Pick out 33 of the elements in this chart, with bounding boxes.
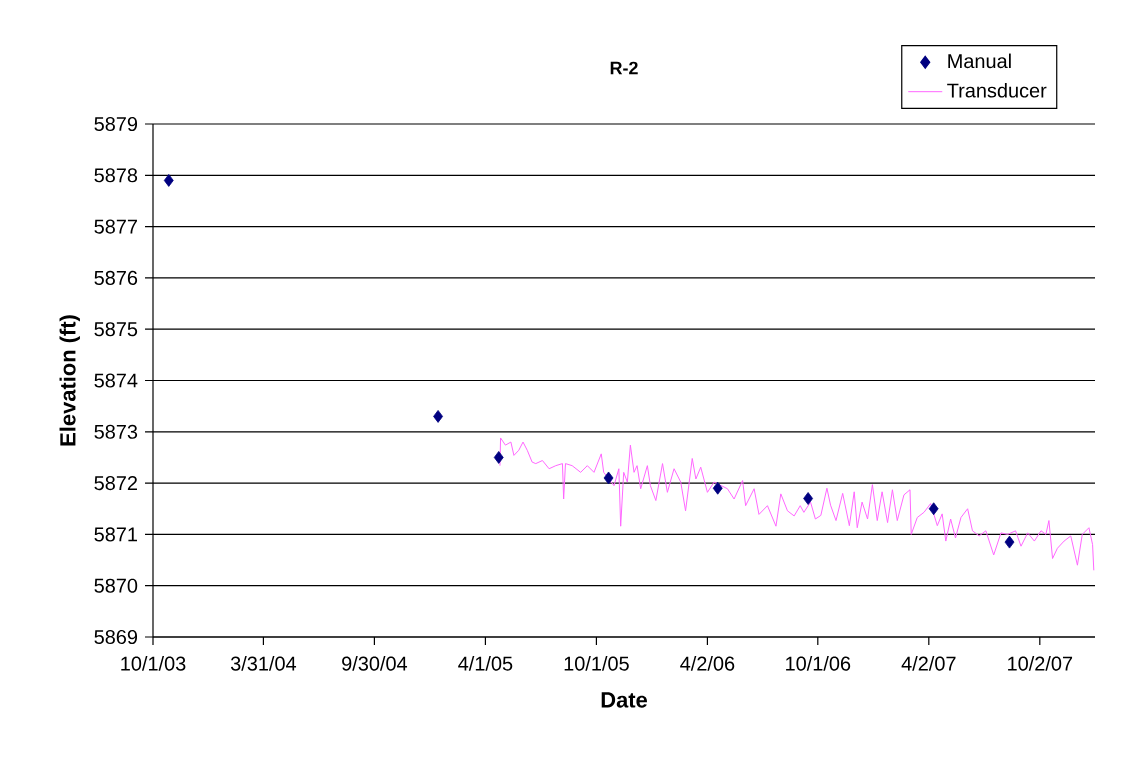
y-tick-label: 5875 (94, 322, 138, 337)
x-tick-label: 4/2/07 (901, 656, 956, 671)
point (603, 471, 614, 485)
x-tick-label: 3/31/04 (230, 656, 297, 671)
point (433, 410, 443, 423)
point (928, 502, 939, 516)
legend-label: Manual (948, 53, 1011, 69)
point (803, 492, 813, 505)
point (493, 451, 504, 464)
y-tick-label: 5873 (94, 424, 138, 439)
y-tick-label: 5878 (94, 168, 138, 183)
y-tick-label: 5871 (94, 527, 138, 542)
y-tick-label: 5869 (94, 629, 138, 645)
y-tick-label: 5872 (94, 476, 137, 491)
y-tick-label: 5870 (94, 578, 138, 593)
x-tick-label: 4/2/06 (680, 656, 735, 671)
x-tick-label: 10/1/05 (564, 656, 629, 671)
y-tick-label: 5874 (94, 373, 138, 388)
x-tick-label: 10/2/07 (1008, 656, 1073, 671)
y-tick-label: 5876 (94, 270, 138, 285)
point (1004, 535, 1015, 549)
x-tick-label: 9/30/04 (342, 656, 408, 671)
x-tick-label: 4/1/05 (458, 656, 513, 671)
y-tick-label: 5879 (94, 116, 138, 132)
x-tick-label: 10/1/03 (121, 656, 186, 671)
chart-title: R-2 (610, 61, 638, 75)
point (163, 174, 174, 187)
y-axis-title: Elevation (ft) (59, 315, 80, 446)
y-tick-label: 5877 (94, 219, 137, 234)
point (712, 481, 723, 495)
x-axis-title: Date (601, 692, 647, 708)
x-tick-label: 10/1/06 (786, 656, 851, 671)
legend-label: Transducer (947, 82, 1047, 98)
